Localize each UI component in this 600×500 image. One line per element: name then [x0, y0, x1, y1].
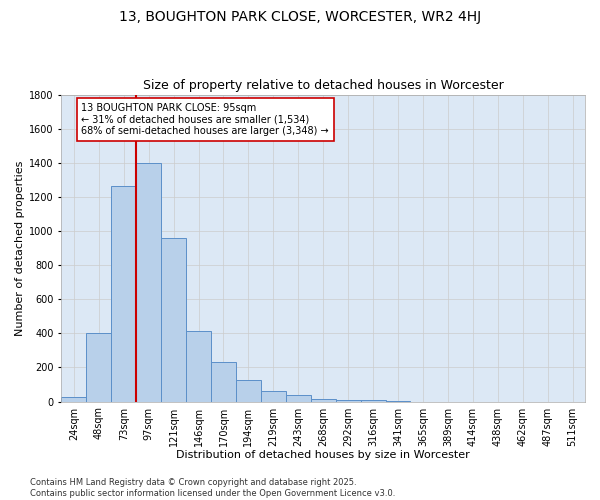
Bar	[61, 398, 86, 402]
X-axis label: Distribution of detached houses by size in Worcester: Distribution of detached houses by size …	[176, 450, 470, 460]
Bar	[161, 238, 186, 402]
Bar	[236, 380, 261, 402]
Title: Size of property relative to detached houses in Worcester: Size of property relative to detached ho…	[143, 79, 503, 92]
Bar	[186, 331, 211, 402]
Text: 13 BOUGHTON PARK CLOSE: 95sqm
← 31% of detached houses are smaller (1,534)
68% o: 13 BOUGHTON PARK CLOSE: 95sqm ← 31% of d…	[82, 103, 329, 136]
Text: Contains HM Land Registry data © Crown copyright and database right 2025.
Contai: Contains HM Land Registry data © Crown c…	[30, 478, 395, 498]
Bar	[261, 390, 286, 402]
Y-axis label: Number of detached properties: Number of detached properties	[15, 160, 25, 336]
Bar	[286, 395, 311, 402]
Text: 13, BOUGHTON PARK CLOSE, WORCESTER, WR2 4HJ: 13, BOUGHTON PARK CLOSE, WORCESTER, WR2 …	[119, 10, 481, 24]
Bar	[386, 401, 410, 402]
Bar	[111, 186, 136, 402]
Bar	[311, 398, 335, 402]
Bar	[136, 163, 161, 402]
Bar	[361, 400, 386, 402]
Bar	[335, 400, 361, 402]
Bar	[211, 362, 236, 402]
Bar	[86, 334, 111, 402]
